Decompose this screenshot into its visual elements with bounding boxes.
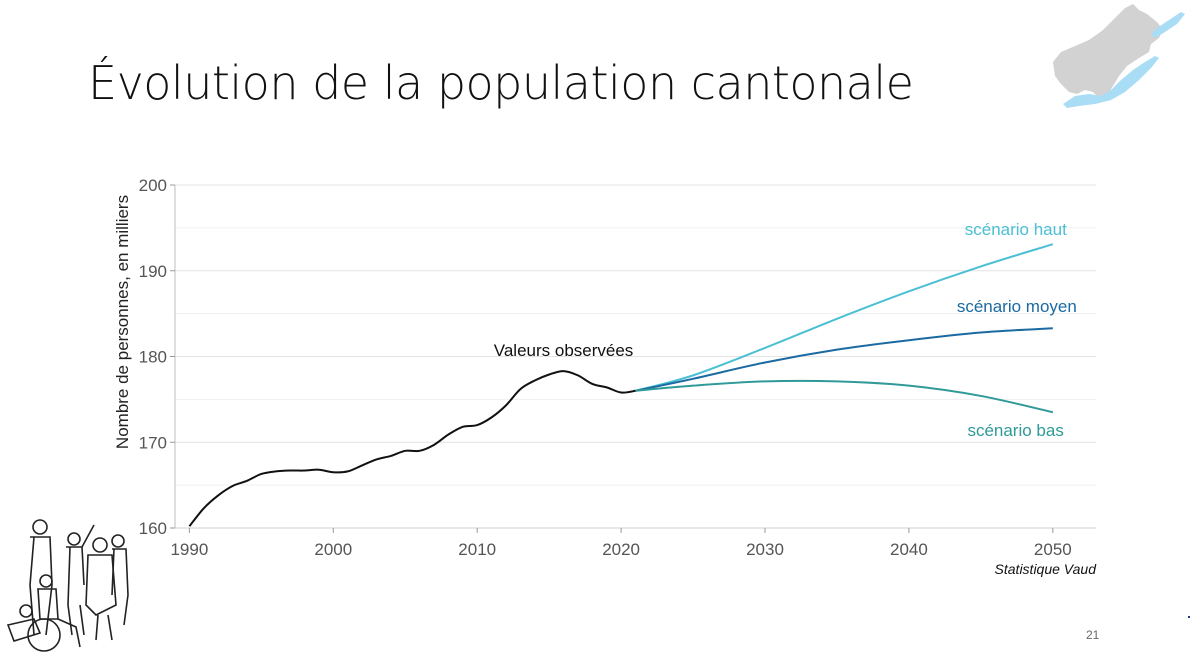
series-line-scenario-moyen xyxy=(635,327,1053,392)
series-labels: Valeurs observées scénario haut scénario m… xyxy=(494,220,1077,440)
corner-dot xyxy=(1188,616,1190,618)
x-tick-label: 2000 xyxy=(314,540,352,559)
x-tick-label: 2040 xyxy=(890,540,928,559)
lake-neuchatel-shape xyxy=(1151,12,1185,38)
series-line-scenario-bas xyxy=(635,379,1054,414)
series-lines xyxy=(188,243,1054,527)
series-label-valeurs-observees: Valeurs observées xyxy=(494,341,634,360)
series-label-scenario-haut: scénario haut xyxy=(965,220,1067,239)
x-tick-label: 1990 xyxy=(170,540,208,559)
grid-lines xyxy=(175,184,1096,529)
x-tick-label: 2050 xyxy=(1034,540,1072,559)
x-tick-label: 2020 xyxy=(602,540,640,559)
x-tick-label: 2010 xyxy=(458,540,496,559)
x-tick-label: 2030 xyxy=(746,540,784,559)
canton-vaud-map-icon xyxy=(1053,4,1185,108)
y-tick-label: 200 xyxy=(139,176,167,195)
series-line-scenario-haut xyxy=(635,243,1054,392)
series-label-scenario-moyen: scénario moyen xyxy=(957,297,1077,316)
y-tick-label: 170 xyxy=(139,433,167,452)
y-tick-label: 190 xyxy=(139,262,167,281)
axes: 160 170 180 190 200 1990 2000 2010 2020 2030 2040 2… xyxy=(139,176,1096,559)
page-number: 21 xyxy=(1086,628,1100,642)
series-line-valeurs-observees xyxy=(188,370,636,527)
y-tick-label: 180 xyxy=(139,348,167,367)
lake-geneva-shape xyxy=(1063,56,1159,108)
y-tick-label: 160 xyxy=(139,519,167,538)
source-label: Statistique Vaud xyxy=(995,561,1098,577)
people-group-icon xyxy=(6,519,129,652)
canton-land-shape xyxy=(1053,4,1163,98)
y-axis-label: Nombre de personnes, en milliers xyxy=(113,195,132,449)
series-label-scenario-bas: scénario bas xyxy=(967,421,1063,440)
slide-title: Évolution de la population cantonale xyxy=(88,56,914,110)
